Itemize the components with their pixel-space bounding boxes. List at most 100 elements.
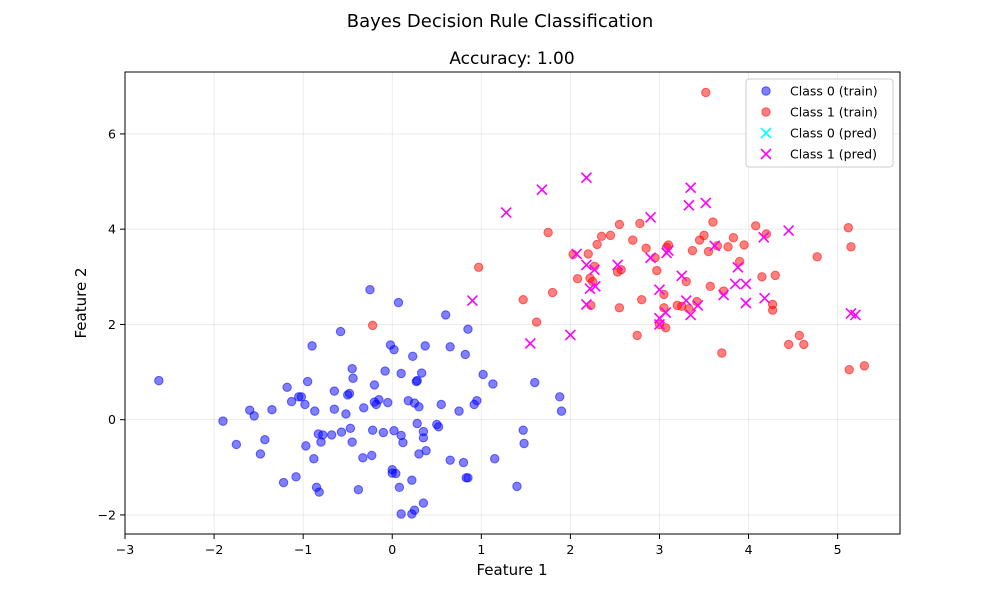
data-point (583, 249, 593, 259)
data-point (154, 375, 164, 386)
data-point (463, 473, 473, 483)
data-point (300, 399, 310, 410)
data-point (412, 418, 422, 429)
data-point (732, 261, 744, 273)
data-point (632, 330, 642, 341)
data-point (414, 402, 424, 412)
legend-entry: Class 1 (train) (761, 105, 878, 120)
y-axis-ticks: −2 0 2 4 6 (98, 126, 125, 522)
legend-box (745, 78, 894, 168)
data-point (712, 241, 723, 251)
data-point (518, 294, 528, 305)
legend-label: Class 1 (train) (790, 105, 878, 120)
data-point (301, 441, 311, 451)
data-point (589, 280, 601, 292)
data-point (519, 438, 529, 449)
data-point (699, 230, 709, 241)
data-point (353, 485, 364, 495)
data-point (846, 242, 856, 252)
data-point (531, 317, 542, 327)
x-axis-label: Feature 1 (477, 561, 548, 579)
data-point (676, 270, 688, 282)
data-point (588, 264, 601, 276)
legend-label: Class 1 (pred) (790, 147, 877, 162)
y-tick-label: 0 (108, 412, 116, 427)
data-point (701, 87, 711, 98)
data-point (547, 287, 558, 298)
data-point (318, 430, 328, 440)
data-point (663, 240, 674, 250)
data-point (394, 482, 405, 493)
data-point (518, 425, 528, 435)
legend-label: Class 0 (pred) (790, 126, 877, 141)
x-tick-label: 4 (745, 542, 753, 557)
data-point (359, 403, 369, 413)
data-point (708, 217, 718, 227)
data-point (409, 505, 420, 515)
data-point (369, 380, 380, 390)
data-point (445, 342, 455, 352)
data-point (616, 264, 626, 275)
data-point (685, 309, 697, 321)
data-point (433, 422, 444, 432)
data-point (418, 498, 429, 508)
data-point (374, 394, 384, 405)
data-point (650, 253, 660, 263)
chart-title: Accuracy: 1.00 (449, 49, 574, 69)
data-point (641, 243, 651, 253)
series-1 (367, 87, 870, 375)
data-points (154, 87, 870, 519)
data-point (396, 509, 406, 519)
data-point (659, 303, 669, 313)
x-tick-label: −3 (116, 542, 134, 557)
data-point (347, 437, 357, 447)
data-point (683, 199, 695, 211)
y-tick-label: 6 (108, 126, 116, 141)
data-point (408, 351, 418, 362)
data-point (759, 292, 771, 304)
data-point (614, 219, 625, 230)
data-point (500, 206, 512, 219)
data-point (767, 305, 778, 315)
data-point (421, 445, 431, 456)
y-tick-label: −2 (98, 507, 116, 522)
data-point (596, 231, 607, 242)
data-point (628, 235, 638, 245)
data-point (580, 259, 593, 271)
data-point (365, 284, 375, 295)
data-point (282, 382, 292, 393)
data-point (843, 223, 854, 233)
data-point (680, 295, 692, 307)
data-point (757, 272, 767, 282)
data-point (380, 366, 390, 376)
data-point (681, 276, 691, 287)
data-point (309, 454, 319, 464)
data-point (739, 240, 749, 250)
data-point (783, 339, 794, 350)
series-0 (154, 284, 567, 519)
data-point (740, 297, 752, 309)
data-point (460, 349, 470, 360)
data-point (418, 426, 429, 437)
x-tick-label: −1 (294, 542, 312, 557)
data-point (849, 309, 862, 321)
data-point (635, 218, 645, 229)
data-point (367, 425, 378, 435)
data-point (580, 298, 593, 310)
data-point (329, 404, 340, 414)
data-point (512, 481, 522, 492)
data-point (652, 265, 662, 276)
legend-entry: Class 0 (train) (761, 84, 878, 99)
data-point (571, 248, 583, 260)
legend-marker (760, 127, 772, 139)
data-point (278, 477, 289, 488)
data-point (445, 455, 455, 465)
x-tick-label: 3 (656, 542, 664, 557)
data-point (407, 475, 417, 485)
data-point (389, 425, 399, 436)
data-point (291, 472, 301, 482)
data-point (440, 310, 451, 320)
data-point (347, 364, 357, 374)
data-point (684, 304, 694, 314)
